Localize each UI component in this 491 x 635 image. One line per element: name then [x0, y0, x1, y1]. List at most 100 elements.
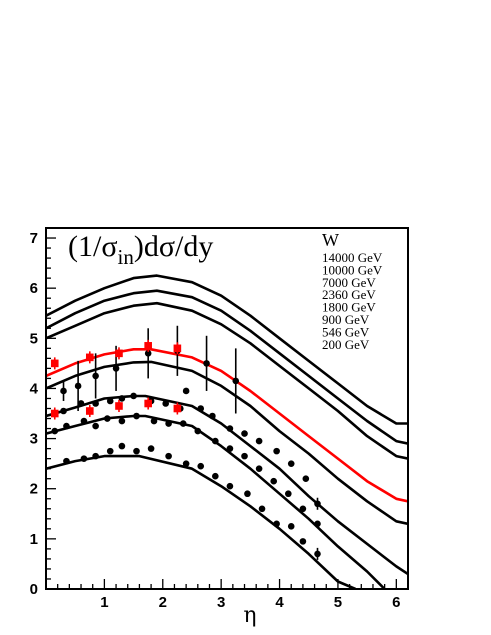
black-point-14 — [130, 392, 137, 400]
black-point-37 — [179, 420, 187, 427]
red-point-9 — [173, 404, 182, 413]
legend-item-6: 546 GeV — [322, 324, 370, 339]
black-point-3 — [92, 372, 99, 380]
y-tick-label-0: 0 — [30, 581, 38, 598]
black-point-51 — [118, 442, 126, 450]
red-point-4 — [173, 344, 182, 353]
black-point-16 — [162, 400, 169, 407]
black-point-32 — [104, 415, 111, 422]
black-point-10 — [77, 400, 85, 407]
black-point-18 — [182, 387, 190, 395]
black-point-23 — [255, 437, 263, 445]
y-tick-label-3: 3 — [30, 431, 38, 448]
y-tick-label-1: 1 — [30, 531, 38, 548]
black-point-59 — [244, 490, 251, 498]
black-point-57 — [212, 472, 219, 480]
black-point-44 — [285, 490, 292, 498]
black-point-64 — [314, 550, 321, 558]
black-point-4 — [112, 365, 120, 372]
y-tick-label-4: 4 — [30, 380, 39, 397]
black-point-13 — [118, 395, 126, 402]
black-point-42 — [255, 465, 263, 472]
black-point-55 — [182, 460, 190, 467]
red-point-6 — [85, 407, 94, 415]
legend-item-2: 7000 GeV — [322, 275, 376, 290]
black-point-41 — [241, 452, 248, 460]
legend-title: W — [322, 230, 339, 250]
black-point-7 — [203, 360, 210, 367]
black-point-28 — [51, 427, 59, 435]
black-point-58 — [226, 482, 234, 490]
x-tick-label-6: 6 — [392, 594, 400, 611]
legend-item-1: 10000 GeV — [322, 262, 383, 277]
x-tick-label-2: 2 — [159, 594, 167, 611]
x-axis-title: η — [243, 603, 256, 628]
black-point-43 — [270, 477, 278, 485]
red-point-2 — [115, 349, 123, 358]
black-point-20 — [209, 412, 216, 420]
red-point-1 — [85, 353, 94, 362]
black-point-47 — [63, 457, 70, 465]
black-point-45 — [299, 505, 307, 513]
black-point-2 — [74, 382, 82, 390]
series-line-7 — [46, 454, 357, 589]
black-point-21 — [226, 425, 234, 432]
red-point-0 — [50, 359, 59, 368]
legend-item-3: 2360 GeV — [322, 287, 376, 302]
black-point-52 — [133, 447, 140, 455]
black-point-22 — [241, 430, 248, 437]
red-point-3 — [144, 342, 152, 350]
black-point-30 — [80, 417, 88, 425]
red-point-8 — [144, 399, 152, 408]
black-point-5 — [144, 350, 152, 357]
black-point-61 — [273, 520, 280, 528]
black-point-39 — [212, 437, 219, 445]
black-point-40 — [226, 445, 234, 452]
black-point-56 — [197, 462, 205, 470]
black-point-33 — [118, 417, 126, 425]
black-point-24 — [273, 447, 280, 455]
legend-item-5: 900 GeV — [322, 312, 370, 327]
x-tick-label-5: 5 — [334, 594, 342, 611]
black-point-31 — [92, 422, 99, 430]
legend-item-7: 200 GeV — [322, 337, 370, 352]
black-point-26 — [302, 475, 310, 482]
x-tick-label-3: 3 — [217, 594, 225, 611]
legend-item-4: 1800 GeV — [322, 300, 376, 315]
series-line-2 — [46, 301, 408, 460]
black-point-60 — [258, 505, 266, 513]
x-tick-label-1: 1 — [100, 594, 108, 611]
black-point-29 — [63, 422, 70, 430]
series-line-0 — [46, 274, 408, 425]
legend-item-0: 14000 GeV — [322, 250, 383, 265]
y-tick-label-7: 7 — [30, 230, 38, 247]
red-point-5 — [50, 409, 59, 418]
black-point-49 — [92, 452, 99, 460]
plot-area — [46, 274, 408, 589]
black-point-38 — [194, 427, 202, 435]
black-point-62 — [287, 523, 295, 530]
black-point-50 — [106, 447, 114, 455]
black-point-12 — [106, 397, 114, 405]
red-point-7 — [115, 402, 123, 410]
y-tick-label-5: 5 — [30, 330, 38, 347]
black-point-9 — [60, 407, 67, 415]
series-line-1 — [46, 289, 408, 445]
axis-ticks: 1 2 3 4 5 6 0 1 2 3 4 5 6 7 — [30, 227, 409, 611]
black-point-35 — [150, 417, 158, 425]
black-point-53 — [147, 445, 155, 452]
black-point-48 — [80, 455, 88, 462]
black-point-34 — [133, 412, 140, 420]
y-tick-label-2: 2 — [30, 481, 38, 498]
black-point-54 — [165, 452, 172, 460]
black-point-8 — [232, 377, 240, 385]
black-point-1 — [60, 387, 67, 395]
black-point-25 — [287, 460, 295, 467]
plot-title: (1/σin)dσ/dy — [68, 230, 213, 269]
x-tick-label-4: 4 — [275, 594, 284, 611]
black-point-19 — [197, 405, 205, 412]
black-point-11 — [92, 400, 99, 407]
